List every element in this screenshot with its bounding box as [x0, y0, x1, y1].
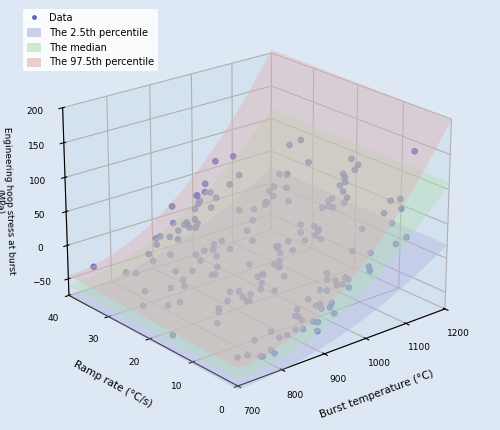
Legend: Data, The 2.5th percentile, The median, The 97.5th percentile: Data, The 2.5th percentile, The median, … — [23, 9, 158, 71]
X-axis label: Burst temperature (°C): Burst temperature (°C) — [318, 369, 435, 420]
Y-axis label: Ramp rate (°C/s): Ramp rate (°C/s) — [72, 359, 154, 409]
